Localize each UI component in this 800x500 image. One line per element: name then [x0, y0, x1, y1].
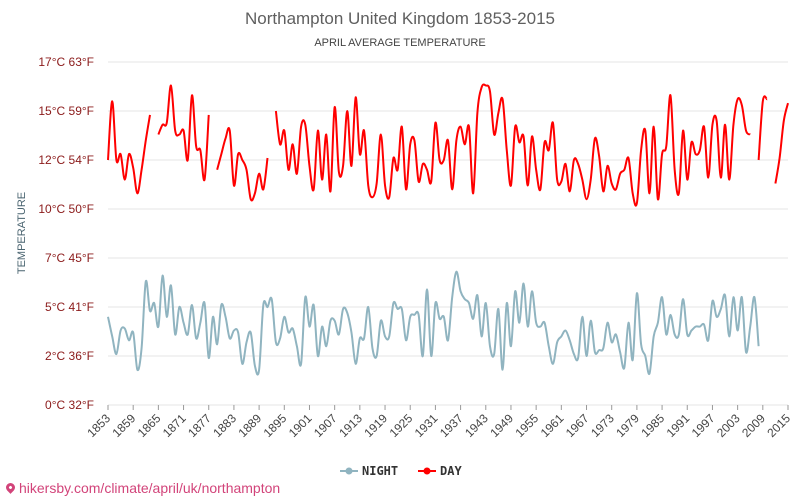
watermark[interactable]: hikersby.com/climate/april/uk/northampto… [6, 480, 280, 496]
x-tick-label: 1931 [412, 411, 441, 440]
y-axis-ticks: 0°C 32°F 2°C 36°F 5°C 41°F 7°C 45°F 10°C 50°… [38, 55, 94, 412]
x-tick-label: 1955 [512, 411, 541, 440]
x-tick-label: 1901 [286, 411, 315, 440]
legend[interactable]: NIGHT DAY [340, 464, 462, 478]
day-line [108, 101, 150, 193]
x-tick-label: 1853 [84, 411, 113, 440]
x-tick-label: 1961 [538, 411, 567, 440]
x-tick-label: 1865 [135, 411, 164, 440]
x-tick-label: 1943 [462, 411, 491, 440]
x-tick-label: 1949 [487, 411, 516, 440]
y-tick-label: 7°C 45°F [45, 251, 94, 265]
legend-item-night[interactable]: NIGHT [340, 464, 398, 478]
y-tick-label: 0°C 32°F [45, 398, 94, 412]
x-tick-label: 1895 [261, 411, 290, 440]
day-line [775, 103, 788, 183]
series-lines [108, 85, 788, 375]
watermark-text: hikersby.com/climate/april/uk/northampto… [19, 480, 280, 496]
chart-title: Northampton United Kingdom 1853-2015 [245, 9, 555, 28]
x-tick-label: 1991 [664, 411, 693, 440]
day-line [276, 85, 750, 206]
series-night [108, 272, 759, 375]
x-tick-label: 1907 [311, 411, 340, 440]
x-tick-label: 1889 [235, 411, 264, 440]
x-tick-label: 1871 [160, 411, 189, 440]
chart-subtitle: APRIL AVERAGE TEMPERATURE [314, 37, 485, 49]
legend-label: NIGHT [362, 464, 398, 478]
x-tick-label: 2003 [714, 411, 743, 440]
x-tick-label: 1937 [437, 411, 466, 440]
x-tick-label: 1859 [110, 411, 139, 440]
x-tick-label: 2009 [739, 411, 768, 440]
x-tick-label: 1883 [210, 411, 239, 440]
y-tick-label: 2°C 36°F [45, 349, 94, 363]
x-tick-label: 2015 [764, 411, 793, 440]
y-axis-label: TEMPERATURE [16, 192, 28, 274]
x-tick-label: 1925 [387, 411, 416, 440]
y-tick-label: 17°C 63°F [38, 55, 94, 69]
legend-marker [346, 468, 353, 475]
x-tick-label: 1919 [361, 411, 390, 440]
x-tick-label: 1913 [336, 411, 365, 440]
x-axis-ticks: 1853185918651871187718831889189519011907… [84, 405, 793, 440]
x-tick-label: 1967 [563, 411, 592, 440]
y-tick-label: 15°C 59°F [38, 104, 94, 118]
y-tick-label: 12°C 54°F [38, 153, 94, 167]
x-tick-label: 1985 [638, 411, 667, 440]
day-line [759, 96, 767, 160]
y-tick-label: 10°C 50°F [38, 202, 94, 216]
x-tick-label: 1877 [185, 411, 214, 440]
legend-item-day[interactable]: DAY [418, 464, 462, 478]
x-tick-label: 1979 [613, 411, 642, 440]
location-pin-icon [4, 481, 17, 494]
night-line [108, 272, 759, 375]
temperature-chart: Northampton United Kingdom 1853-2015 APR… [0, 0, 800, 500]
series-day [108, 85, 788, 206]
day-line [158, 85, 208, 180]
y-tick-label: 5°C 41°F [45, 300, 94, 314]
legend-marker [424, 468, 431, 475]
x-tick-label: 1997 [689, 411, 718, 440]
day-line [217, 128, 267, 201]
legend-label: DAY [440, 464, 462, 478]
x-tick-label: 1973 [588, 411, 617, 440]
